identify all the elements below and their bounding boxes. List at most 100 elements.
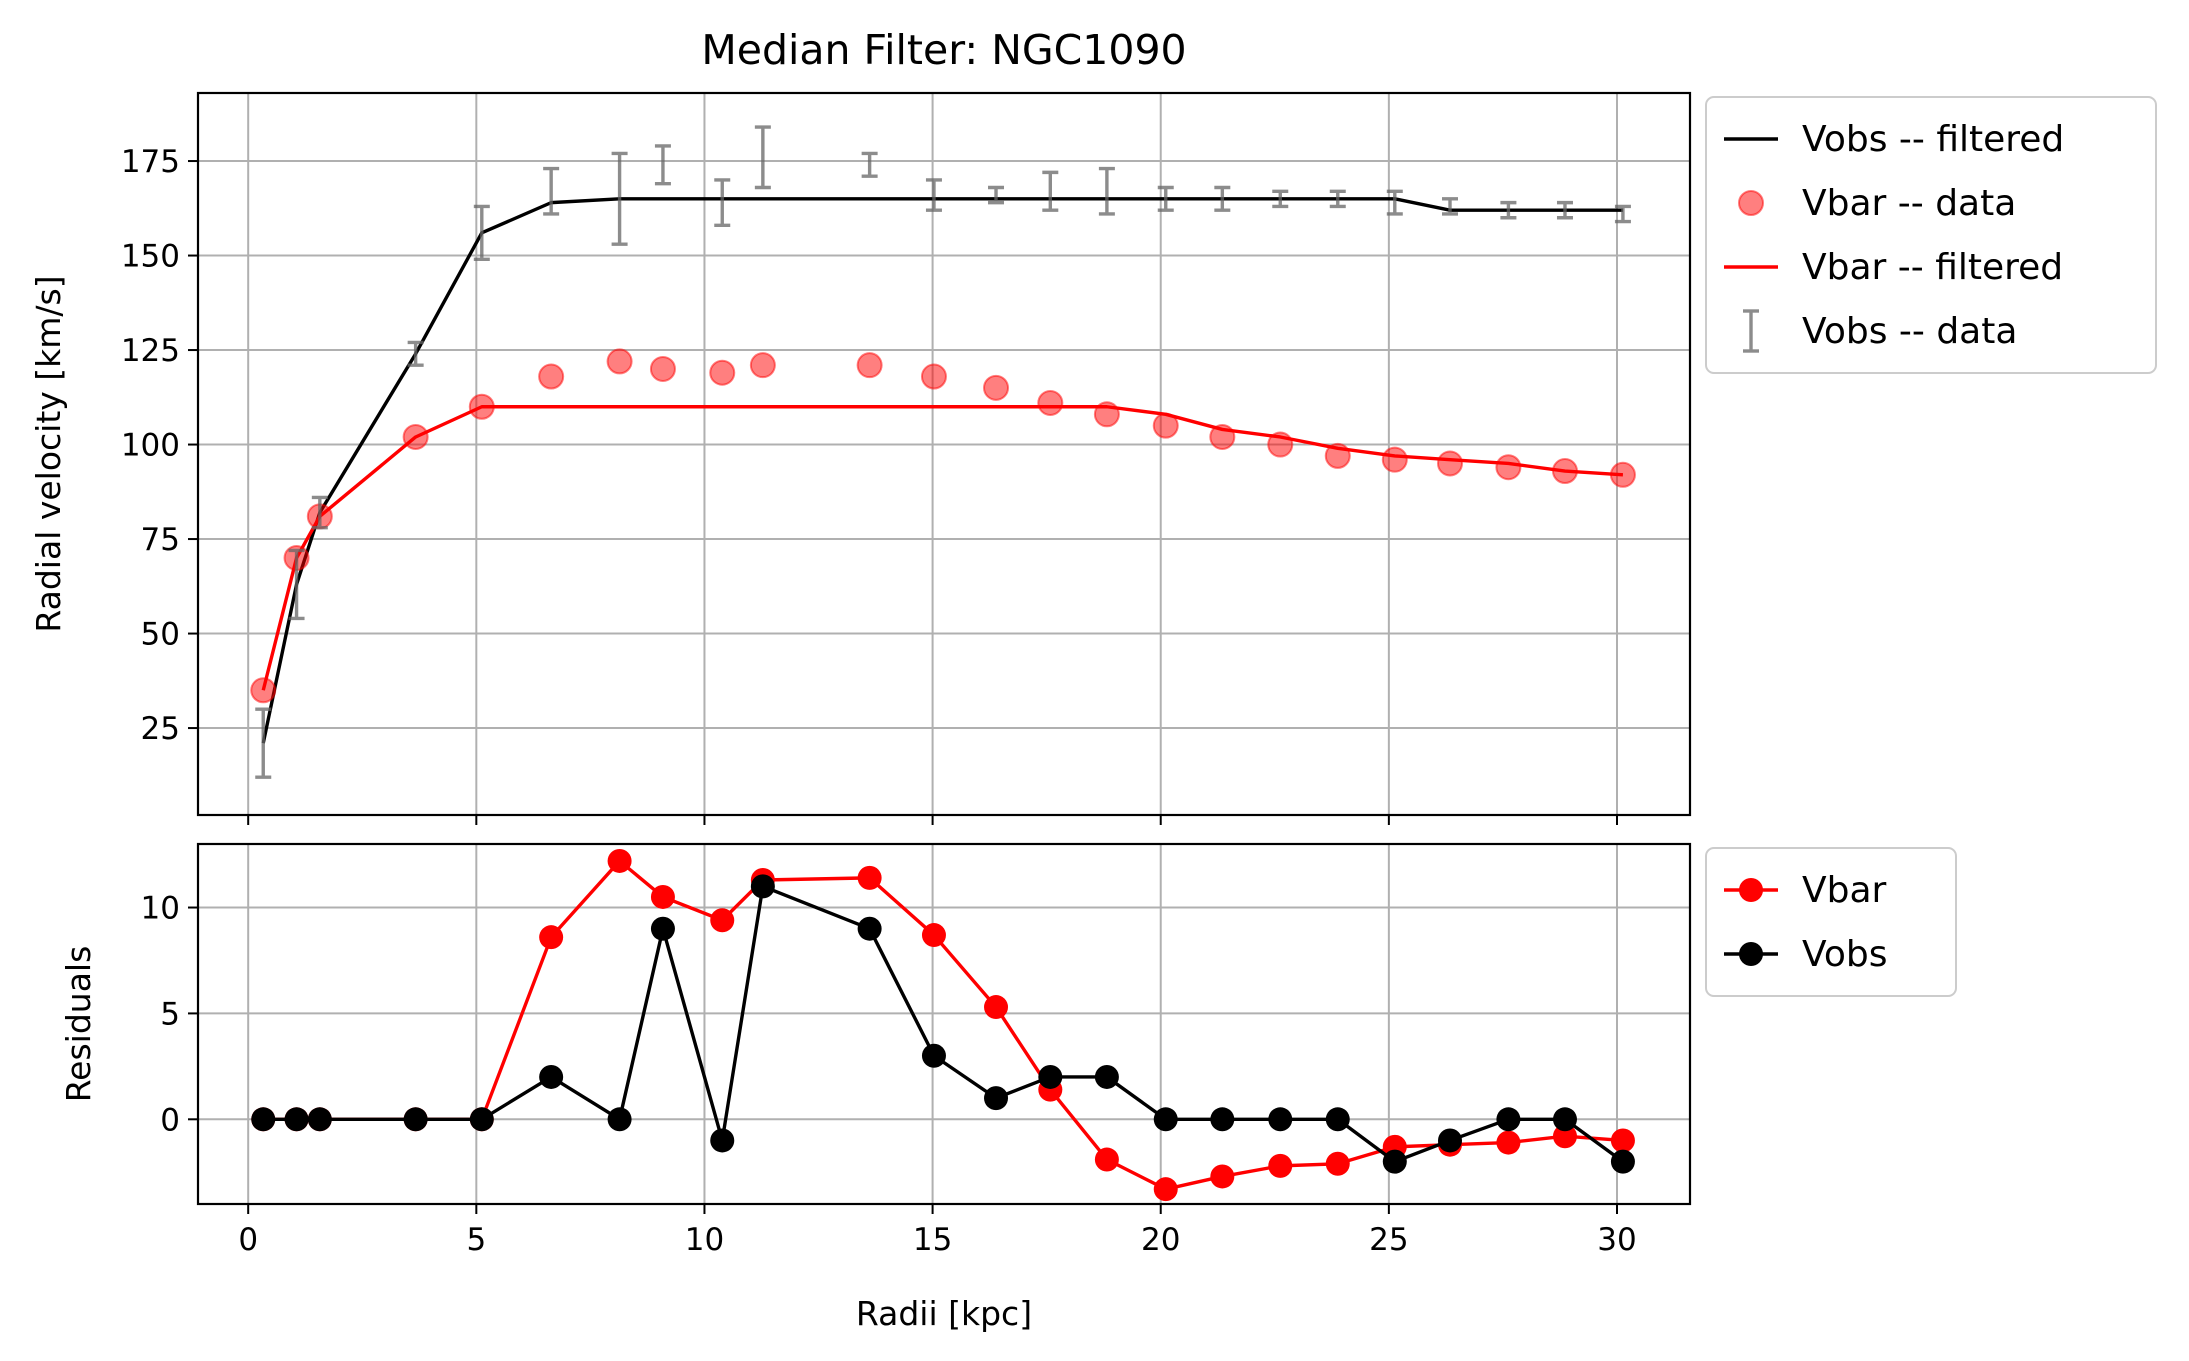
legend-label: Vobs [1802, 934, 1887, 975]
chart-title: Median Filter: NGC1090 [701, 26, 1186, 74]
point-vbar [539, 925, 564, 950]
point-vbar-data [1037, 389, 1064, 416]
errorbar-vobs-data [925, 178, 942, 212]
point-vbar [921, 923, 946, 948]
x-tick-label: 0 [238, 1222, 258, 1258]
legend-entry-vbar-filtered: Vbar -- filtered [1724, 247, 2063, 288]
x-axis-label: Radii [kpc] [856, 1294, 1032, 1333]
series-line-vbar-filtered [261, 405, 1624, 691]
errorbar-vobs-data [1157, 185, 1174, 212]
errorbar-vobs-data [1442, 197, 1459, 216]
x-tick-label: 20 [1141, 1222, 1180, 1258]
point-vbar [650, 884, 675, 909]
point-vobs [1552, 1107, 1577, 1132]
errorbar-vobs-data [754, 125, 771, 190]
point-vobs [750, 874, 775, 899]
point-vbar-data [749, 352, 776, 379]
legend-label: Vbar [1802, 870, 1887, 911]
point-vobs [539, 1064, 564, 1089]
point-vobs [1038, 1064, 1063, 1089]
x-tick-label: 10 [685, 1222, 724, 1258]
point-vobs [1153, 1107, 1178, 1132]
point-vobs [1268, 1107, 1293, 1132]
errorbar-vobs-data [1386, 189, 1403, 216]
top-legend: Vobs -- filtered Vbar -- data Vbar -- filt… [1705, 96, 2157, 374]
bottom-legend: Vbar Vobs [1705, 847, 1957, 997]
bottom-y-tick-label: 10 [141, 891, 180, 927]
legend-entry-vbar-data: Vbar -- data [1738, 183, 2016, 224]
top-y-tick-label: 150 [121, 239, 180, 275]
point-vobs [921, 1043, 946, 1068]
point-vbar [1610, 1128, 1635, 1153]
point-vbar [857, 865, 882, 890]
top-plot-area [250, 125, 1636, 779]
point-vbar-data [983, 374, 1010, 401]
errorbar-vobs-data [255, 707, 272, 779]
top-gridlines [198, 93, 1690, 815]
point-vbar [1325, 1151, 1350, 1176]
bottom-y-tick-label: 0 [160, 1102, 180, 1138]
x-tick-label: 30 [1597, 1222, 1636, 1258]
point-vbar [1268, 1153, 1293, 1178]
legend-entry-vobs: Vobs [1724, 934, 1887, 975]
errorbar-vobs-data [407, 340, 424, 367]
point-vobs [1094, 1064, 1119, 1089]
top-legend-box [1705, 96, 2157, 374]
errorbar-vobs-data [861, 151, 878, 178]
legend-label: Vobs -- filtered [1802, 119, 2064, 160]
bottom-panel: 0 5 10 15 20 25 30 0 5 10 Radii [kpc] Residuals V… [59, 842, 1957, 1333]
point-vbar-data [920, 363, 947, 390]
point-vbar [710, 908, 735, 933]
legend-entry-vbar: Vbar [1724, 870, 1887, 911]
top-plot-frame [196, 91, 1692, 817]
series-line-vobs-filtered [261, 197, 1623, 744]
x-tick-label: 25 [1369, 1222, 1408, 1258]
point-vobs [1210, 1107, 1235, 1132]
errorbar-vobs-data [288, 548, 305, 621]
errorbar-vobs-data [1329, 189, 1346, 209]
top-y-tick-label: 75 [141, 522, 180, 558]
point-vbar-data [1381, 446, 1408, 473]
top-y-tick-label: 50 [141, 617, 180, 653]
bottom-axis-ticks: 0 5 10 15 20 25 30 0 5 10 [141, 891, 1637, 1258]
top-panel: 25 50 75 100 125 150 175 Median Filter: NGC109… [29, 26, 2157, 825]
point-vobs [1496, 1107, 1521, 1132]
bottom-plot-frame [196, 842, 1692, 1206]
point-vbar [984, 995, 1009, 1020]
point-vobs [403, 1107, 428, 1132]
errorbar-vobs-data [714, 178, 731, 228]
point-vobs [1325, 1107, 1350, 1132]
errorbar-vobs-data [611, 151, 628, 246]
errorbar-vobs-data [1500, 200, 1517, 220]
point-vbar-data [538, 363, 565, 390]
point-vobs [284, 1107, 309, 1132]
errorbar-vobs-data [654, 144, 671, 186]
top-axis-ticks: 25 50 75 100 125 150 175 [121, 144, 1618, 825]
point-vobs [1382, 1149, 1407, 1174]
point-vbar-data [856, 352, 883, 379]
errorbar-vobs-data [311, 495, 328, 530]
point-vobs [1610, 1149, 1635, 1174]
point-vbar [1496, 1130, 1521, 1155]
point-vobs [251, 1107, 276, 1132]
legend-label: Vbar -- filtered [1802, 247, 2063, 288]
bottom-y-axis-label: Residuals [59, 946, 98, 1103]
top-y-tick-label: 175 [121, 144, 180, 180]
legend-entry-vobs-data: Vobs -- data [1743, 309, 2017, 353]
top-y-tick-label: 25 [141, 711, 180, 747]
errorbar-vobs-data [473, 204, 490, 262]
point-vbar-data [1437, 450, 1464, 477]
x-tick-label: 15 [913, 1222, 952, 1258]
bottom-y-tick-label: 5 [160, 996, 180, 1032]
point-vobs [650, 916, 675, 941]
point-vbar-data [649, 355, 676, 382]
point-vbar [1210, 1164, 1235, 1189]
errorbar-vobs-data [543, 166, 560, 216]
legend-label: Vbar -- data [1802, 183, 2016, 224]
point-vobs [857, 916, 882, 941]
top-y-tick-label: 100 [121, 428, 180, 464]
point-vbar-data [606, 348, 633, 375]
errorbar-vobs-data [988, 185, 1005, 205]
point-vbar [1094, 1147, 1119, 1172]
